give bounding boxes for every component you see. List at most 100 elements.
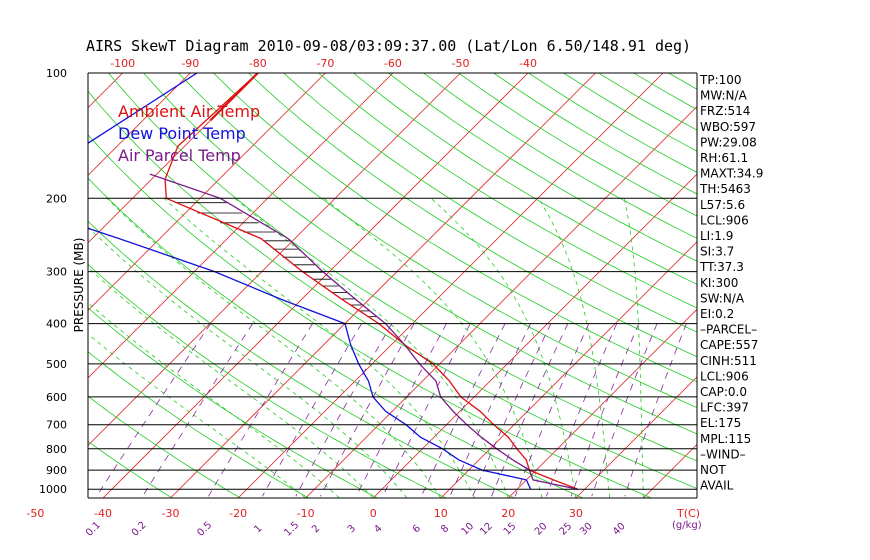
stat-line: TT:37.3 [699,260,744,274]
isotherm-line [88,73,123,109]
dry-adiabat-line [283,73,697,333]
mixing-ratio-line [320,323,415,497]
isotherm-line [779,73,870,498]
bottom-temp-tick-label: -20 [229,507,247,520]
stat-line: –WIND– [700,447,746,461]
isotherm-line [88,73,394,379]
mixing-ratio-label: 40 [611,521,628,538]
dry-adiabat-line [88,134,652,498]
mixing-ratio-label: 0.2 [130,520,149,539]
dry-adiabat-line [809,73,870,498]
stat-line: SW:N/A [700,291,745,305]
dry-adiabat-line [318,73,697,309]
dry-adiabat-line [88,351,310,498]
bottom-temp-tick-label: -30 [162,507,180,520]
dry-adiabat-line [88,395,241,498]
isotherm-line [88,73,326,311]
stat-line: LCL:906 [700,369,749,383]
bottom-temp-tick-label: 0 [370,507,377,520]
stat-line: EL:175 [700,416,741,430]
isotherm-line [575,376,697,498]
stat-line: CAP:0.0 [700,385,747,399]
dry-adiabat-line [844,73,870,498]
dry-adiabat-line [88,307,378,498]
dry-adiabat-line [353,73,697,285]
isotherm-line [102,73,529,498]
mixing-ratio-unit: (g/kg) [672,520,702,531]
top-temp-tick-label: -70 [316,57,334,70]
stat-line: LFC:397 [700,401,749,415]
bottom-temp-tick-label: -40 [94,507,112,520]
stat-line: LI:1.9 [700,229,733,243]
pressure-tick-label: 400 [46,318,67,331]
stat-line: L57:5.6 [700,198,745,212]
dry-adiabat-line [88,220,515,498]
dry-adiabat-line [668,73,697,90]
stat-line: WBO:597 [700,120,756,134]
bottom-axis-label: T(C) [676,507,700,520]
dry-adiabat-line [774,73,870,498]
isotherm-line [88,73,259,244]
mixing-ratio-line [355,323,447,497]
dry-adiabat-line [143,73,697,435]
pressure-tick-label: 100 [46,67,67,80]
moist-adiabat-line [234,197,509,498]
dry-adiabat-line [458,73,697,217]
mixing-ratio-label: 10 [459,521,476,538]
dry-adiabat-line [213,73,697,383]
mixing-ratio-line [421,323,506,497]
pressure-tick-label: 200 [46,192,67,205]
stat-line: MAXT:34.9 [700,167,763,181]
dry-adiabat-line [423,73,697,239]
legend-entry: Dew Point Temp [118,124,246,143]
mixing-ratio-line [382,323,471,497]
mixing-ratio-label: 1.5 [282,520,301,539]
pressure-tick-label: 900 [46,464,67,477]
stat-line: CINH:511 [700,354,757,368]
dry-adiabat-line [88,440,173,498]
isotherm-line [372,173,697,498]
stat-line: RH:61.1 [700,151,748,165]
dry-adiabat-line [388,73,697,262]
isotherm-line [0,73,55,498]
top-temp-tick-label: -80 [249,57,267,70]
mixing-ratio-label: 8 [439,523,451,535]
moist-adiabat-line [88,266,374,498]
mixing-ratio-label: 25 [558,521,575,538]
pressure-tick-label: 600 [46,391,67,404]
stat-line: EI:0.2 [700,307,734,321]
top-temp-tick-label: -50 [452,57,470,70]
y-axis-label: PRESSURE (MB) [72,238,86,333]
chart-title: AIRS SkewT Diagram 2010-09-08/03:09:37.0… [86,37,691,55]
mixing-ratio-label: 3 [346,523,358,535]
moist-adiabat-line [537,198,610,498]
bottom-temp-tick-label: 20 [501,507,515,520]
top-temp-tick-label: -100 [110,57,135,70]
isotherm-line [440,241,697,498]
ambient-temp-profile [164,73,579,490]
mixing-ratio-line [449,323,531,497]
dry-adiabat-line [178,73,697,409]
stat-line: AVAIL [700,479,734,493]
stat-line: TP:100 [699,73,742,87]
stat-line: CAPE:557 [700,338,758,352]
moist-adiabat-line [106,198,442,498]
mixing-ratio-line [624,323,687,497]
stat-line: MPL:115 [700,432,751,446]
mixing-ratio-line [472,323,552,497]
mixing-ratio-label: 0.1 [84,520,103,539]
dry-adiabat-line [739,73,870,498]
mixing-ratio-label: 1 [252,523,264,535]
top-temp-tick-label: -90 [181,57,199,70]
stat-line: TH:5463 [699,182,751,196]
legend: Ambient Air Temp Dew Point Temp Air Parcel… [118,102,260,165]
dry-adiabat-line [248,73,697,358]
moist-adiabat-line [88,226,408,498]
mixing-ratio-label: 20 [533,521,550,538]
moist-adiabat-line [163,198,475,498]
moist-adiabat-line [88,333,306,498]
pressure-tick-label: 1000 [39,483,67,496]
isotherm-line [88,73,191,176]
parcel-temp-profile [149,173,579,490]
dry-adiabat-line [88,177,584,498]
